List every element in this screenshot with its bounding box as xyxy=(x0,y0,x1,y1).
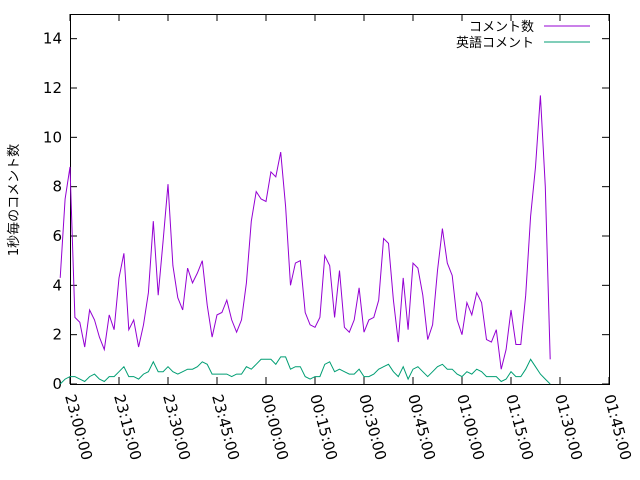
x-tick-label: 00:15:00 xyxy=(306,392,341,462)
x-tick-label: 01:45:00 xyxy=(600,392,635,462)
x-tick-label: 23:15:00 xyxy=(110,392,145,462)
y-tick-label: 0 xyxy=(52,375,62,393)
series-line-0 xyxy=(59,95,551,370)
x-tick-label: 01:15:00 xyxy=(502,392,537,462)
y-tick-label: 12 xyxy=(43,79,62,97)
x-tick-label: 00:30:00 xyxy=(355,392,390,462)
x-axis: 23:00:00 23:15:00 23:30:00 23:45:00 00:00:00… xyxy=(61,14,635,462)
legend-label-0: コメント数 xyxy=(469,20,534,35)
y-axis: 0 2 4 6 8 10 12 14 xyxy=(43,30,609,393)
legend-label-1: 英語コメント xyxy=(456,35,534,51)
y-tick-label: 2 xyxy=(52,326,62,344)
x-tick-label: 01:00:00 xyxy=(453,392,488,462)
y-tick-label: 6 xyxy=(52,227,62,245)
series-group xyxy=(59,95,551,385)
x-tick-label: 00:00:00 xyxy=(257,392,292,462)
y-axis-label: 1秒毎のコメント数 xyxy=(6,144,22,256)
y-tick-label: 10 xyxy=(43,128,62,146)
y-tick-label: 8 xyxy=(52,178,62,196)
y-tick-label: 4 xyxy=(52,276,62,294)
plot-area-frame xyxy=(70,14,610,385)
y-tick-label: 14 xyxy=(43,30,62,48)
x-tick-label: 01:30:00 xyxy=(551,392,586,462)
x-tick-label: 23:00:00 xyxy=(61,392,96,462)
series-line-1 xyxy=(59,356,551,385)
x-tick-label: 00:45:00 xyxy=(404,392,439,462)
x-tick-label: 23:30:00 xyxy=(159,392,194,462)
x-tick-label: 23:45:00 xyxy=(208,392,243,462)
